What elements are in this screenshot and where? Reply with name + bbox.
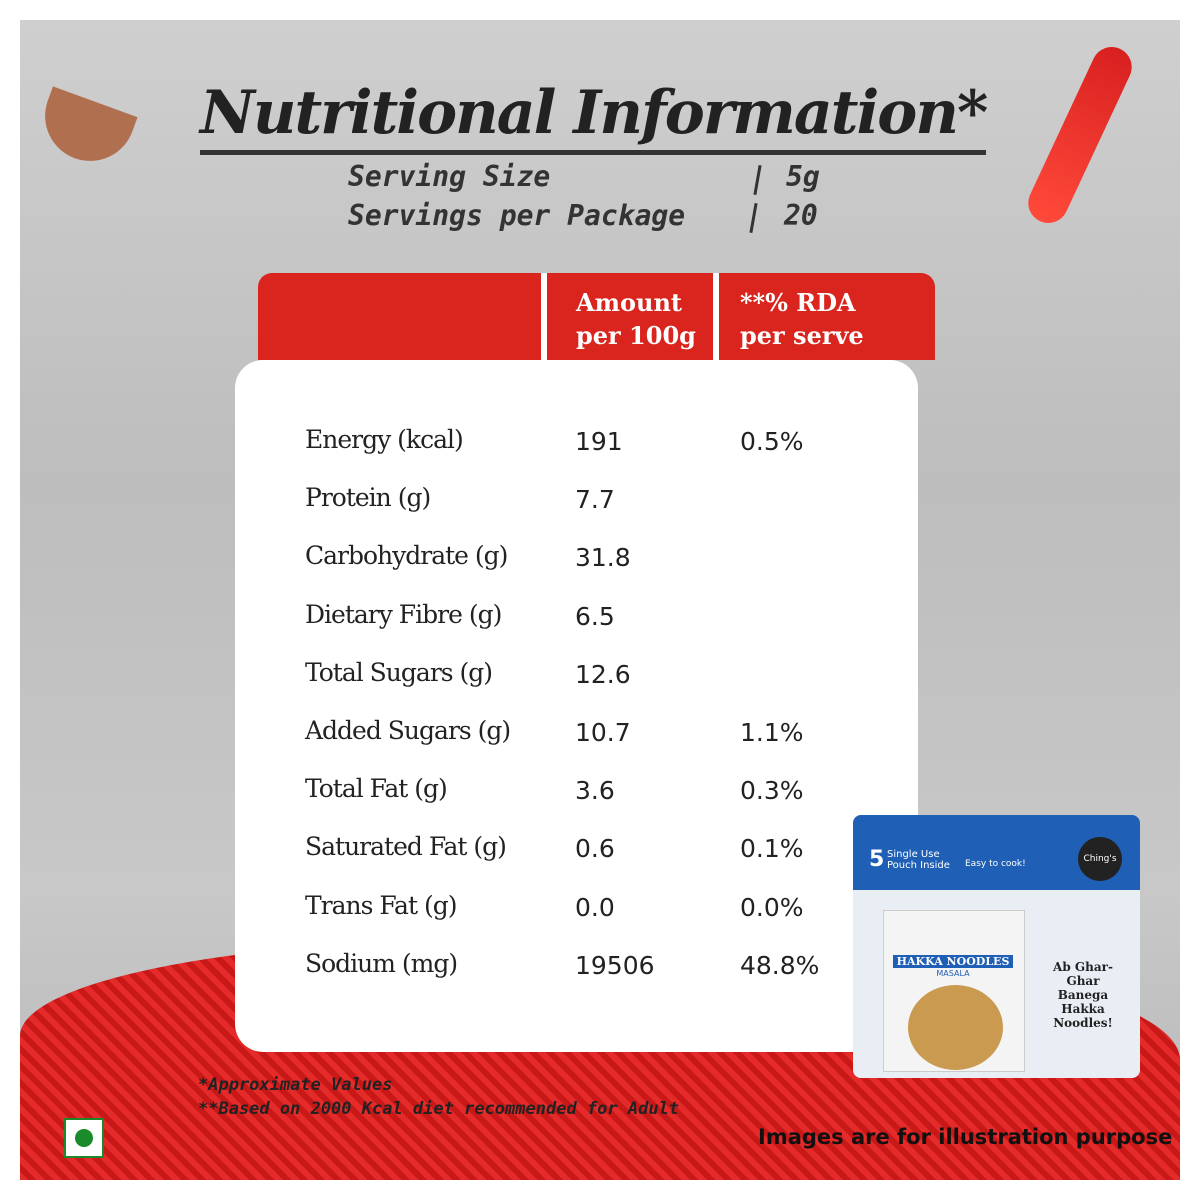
footnote: **Based on 2000 Kcal diet recommended fo… xyxy=(198,1099,680,1119)
title: Nutritional Information* xyxy=(200,78,988,155)
amount: 19506 xyxy=(575,950,655,980)
amount: 3.6 xyxy=(575,776,615,806)
nutrient-label: Sodium (mg) xyxy=(305,948,458,978)
amount: 31.8 xyxy=(575,543,631,573)
rda: 0.0% xyxy=(740,892,804,922)
serving-label: Serving Size xyxy=(348,160,551,193)
rda: 48.8% xyxy=(740,950,820,980)
garlic xyxy=(32,86,138,174)
nutrient-label: Trans Fat (g) xyxy=(305,890,457,920)
serving-value: 5g xyxy=(786,160,820,193)
amount: 191 xyxy=(575,427,623,456)
column-header: **% RDA per serve xyxy=(740,288,864,350)
rda: 0.3% xyxy=(740,776,804,806)
product-package: 5 Single Use Pouch Inside Easy to cook! … xyxy=(853,815,1140,1078)
amount: 0.0 xyxy=(575,892,615,922)
veg-mark xyxy=(64,1118,104,1158)
amount: 10.7 xyxy=(575,718,631,747)
nutrient-label: Carbohydrate (g) xyxy=(305,541,508,571)
amount: 12.6 xyxy=(575,659,631,689)
nutrient-label: Energy (kcal) xyxy=(305,425,464,454)
nutrient-label: Dietary Fibre (g) xyxy=(305,599,502,629)
package-text: Easy to cook! xyxy=(965,859,1026,869)
amount: 0.6 xyxy=(575,834,615,864)
product-sub: MASALA xyxy=(936,969,970,978)
disclaimer: Images are for illustration purpose xyxy=(758,1125,1173,1149)
package-text: Single Use Pouch Inside xyxy=(887,849,950,871)
nutrient-label: Total Sugars (g) xyxy=(305,657,493,687)
product-name: HAKKA NOODLES xyxy=(893,955,1013,968)
column-divider xyxy=(713,273,719,360)
amount: 6.5 xyxy=(575,601,615,631)
table-body xyxy=(235,360,918,1052)
amount: 7.7 xyxy=(575,485,615,515)
brand-logo: Ching's xyxy=(1078,837,1122,881)
rda: 0.5% xyxy=(740,427,804,456)
nutrient-label: Protein (g) xyxy=(305,483,431,513)
slogan: Ab Ghar-Ghar Banega Hakka Noodles! xyxy=(1053,960,1113,1030)
nutrient-label: Added Sugars (g) xyxy=(305,716,511,745)
table-header xyxy=(258,273,935,360)
footnote: *Approximate Values xyxy=(198,1075,393,1095)
serving-value: 20 xyxy=(784,199,818,232)
nutrient-label: Saturated Fat (g) xyxy=(305,832,507,862)
serving-label: Servings per Package xyxy=(348,199,686,232)
package-count: 5 xyxy=(869,847,885,872)
rda: 1.1% xyxy=(740,718,804,747)
noodles xyxy=(908,985,1003,1070)
nutrient-label: Total Fat (g) xyxy=(305,774,448,804)
column-header: Amount per 100g xyxy=(576,288,696,350)
chilli xyxy=(1021,40,1139,230)
column-divider xyxy=(541,273,547,360)
rda: 0.1% xyxy=(740,834,804,864)
